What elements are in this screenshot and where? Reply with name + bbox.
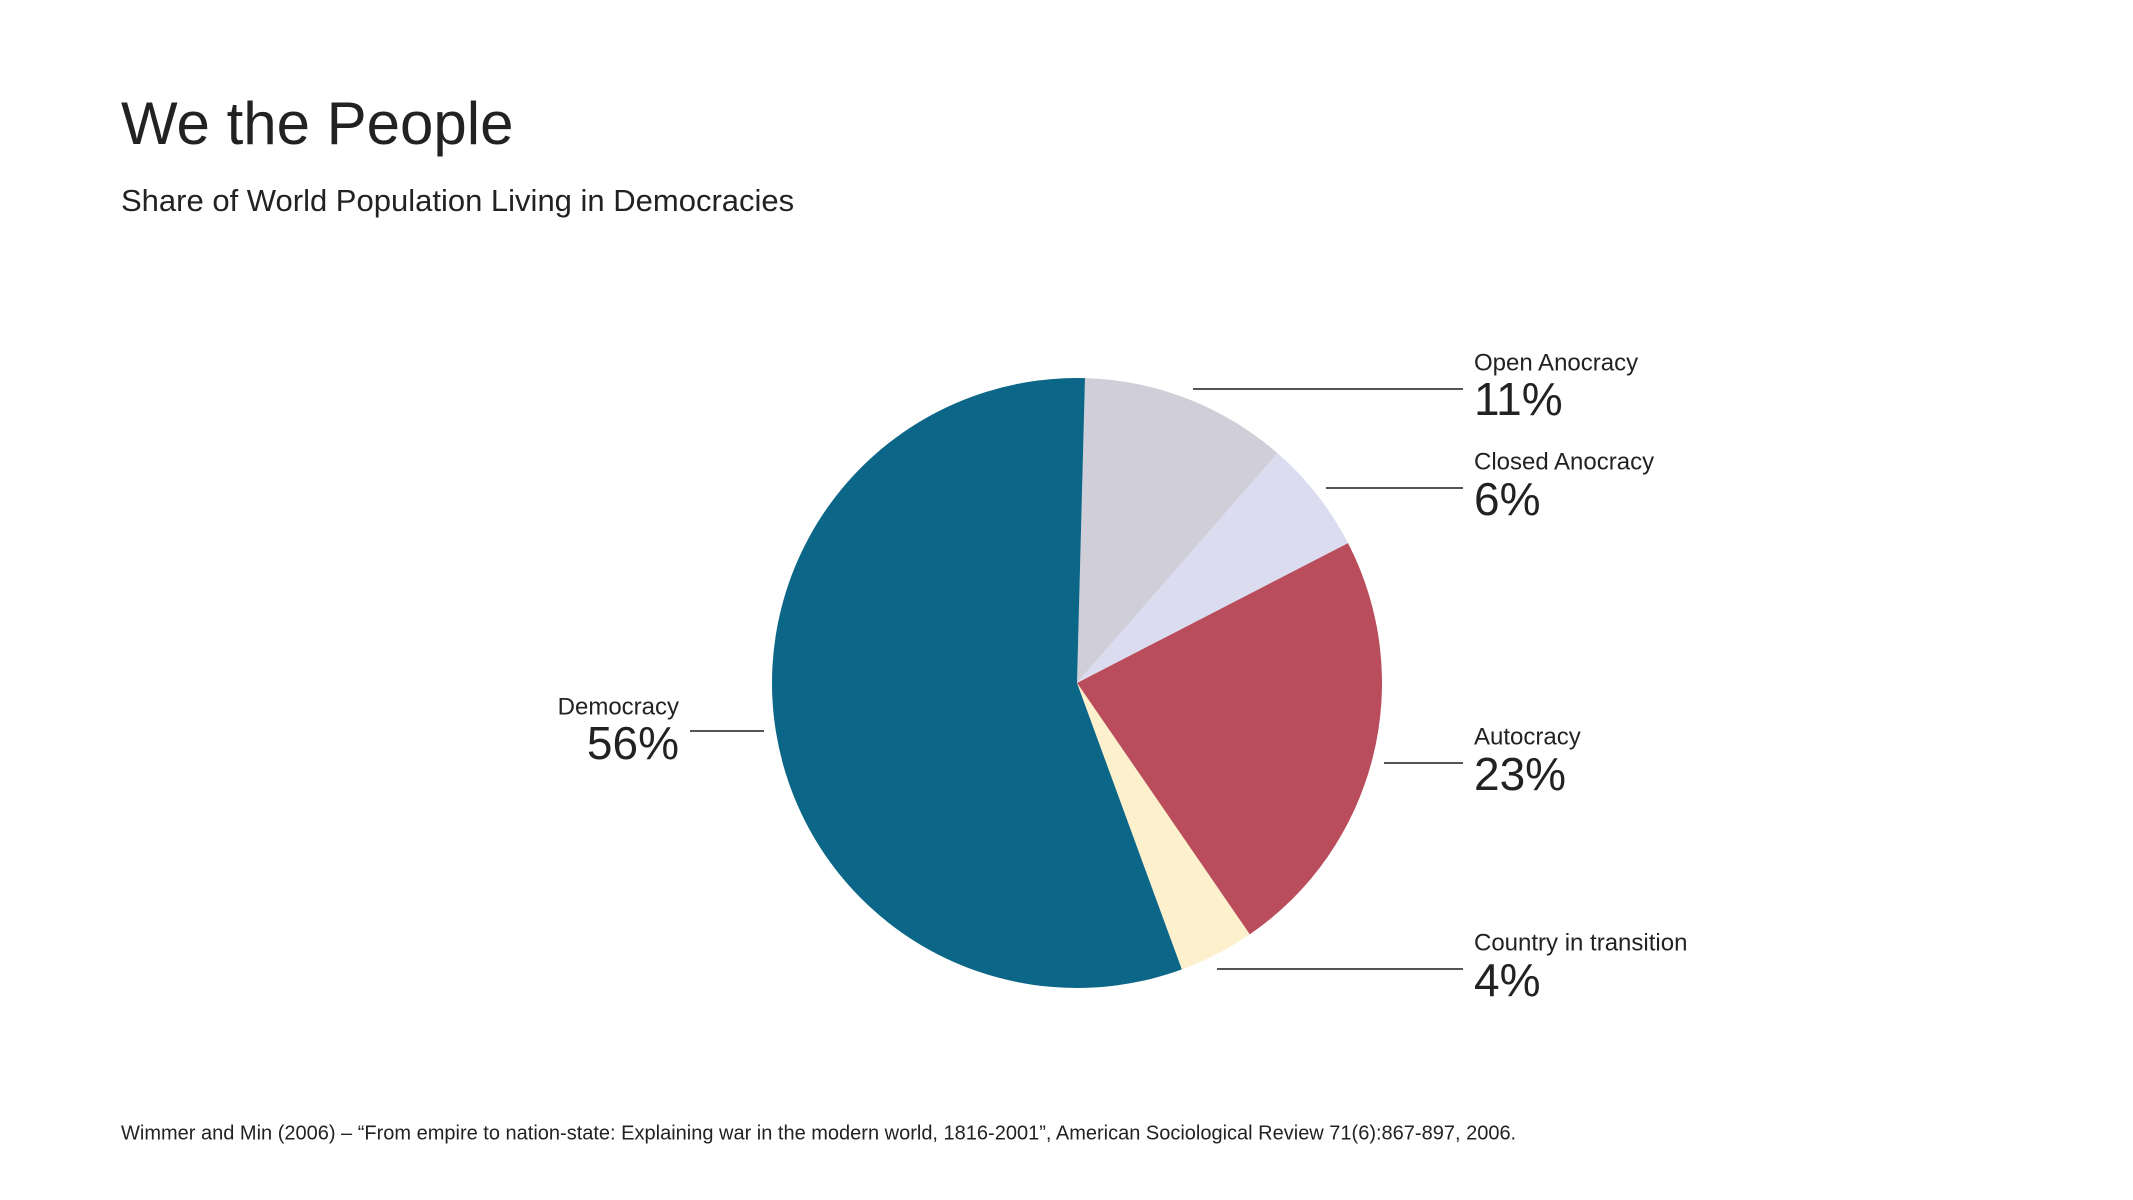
slice-value-label: 56%: [587, 717, 679, 769]
slice-value-label: 4%: [1474, 954, 1540, 1006]
chart-title: We the People: [121, 90, 514, 157]
slice-value-label: 11%: [1474, 373, 1563, 425]
slice-value-label: 23%: [1474, 748, 1566, 800]
slice-category-label: Autocracy: [1474, 723, 1581, 750]
slice-category-label: Closed Anocracy: [1474, 448, 1654, 475]
chart-subtitle: Share of World Population Living in Demo…: [121, 183, 794, 218]
slice-category-label: Open Anocracy: [1474, 349, 1638, 376]
source-note: Wimmer and Min (2006) – “From empire to …: [121, 1122, 1516, 1144]
slice-category-label: Democracy: [558, 693, 679, 720]
pie-slice: [772, 377, 1182, 988]
pie-slice: [1077, 378, 1278, 683]
pie-slice: [1077, 543, 1382, 935]
slice-category-label: Country in transition: [1474, 929, 1687, 956]
pie-slice: [1077, 683, 1250, 970]
slice-value-label: 6%: [1474, 473, 1540, 525]
pie-slice: [1077, 453, 1349, 683]
